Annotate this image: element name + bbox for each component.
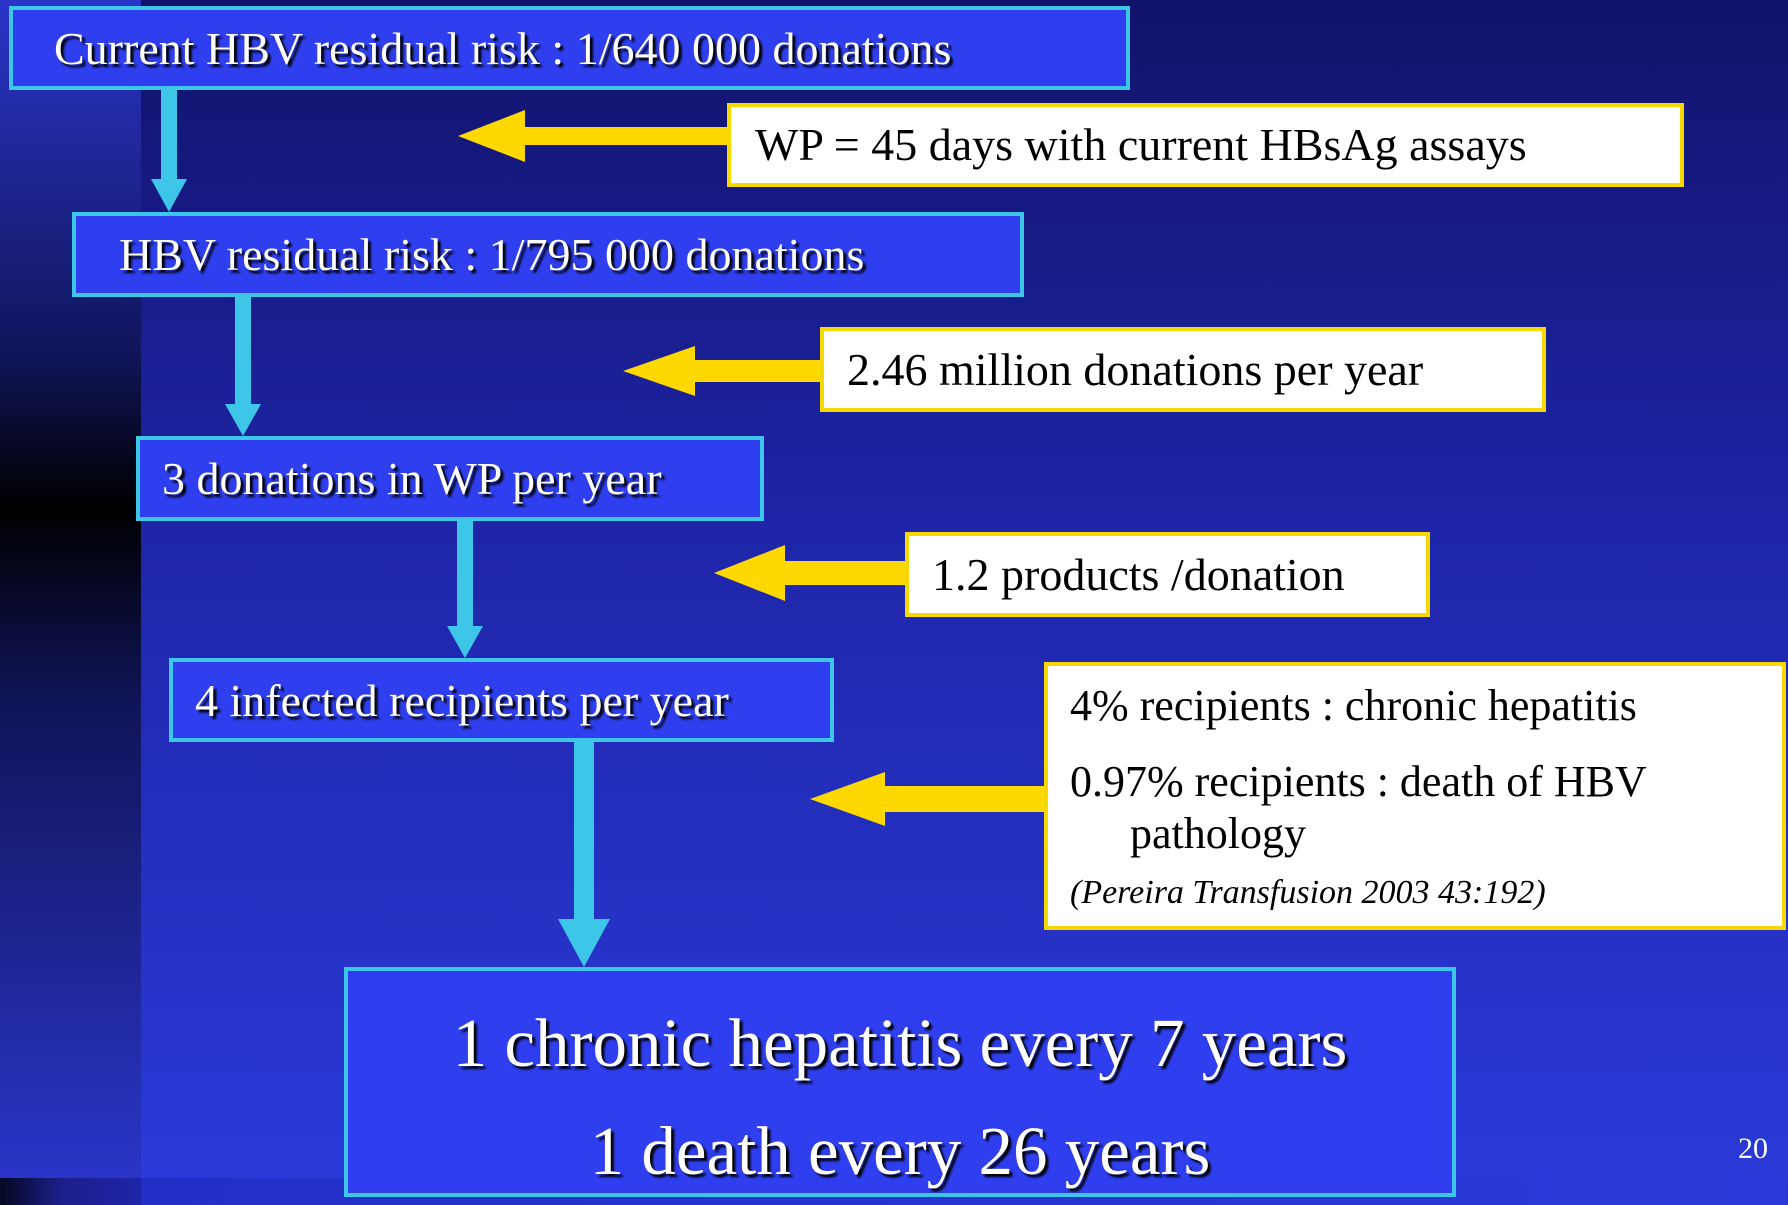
arrows bbox=[151, 89, 1045, 967]
factor-source: (Pereira Transfusion 2003 43:192) bbox=[1070, 874, 1546, 911]
factor-line: 0.97% recipients : death of HBV patholog… bbox=[1070, 757, 1646, 858]
factor-label: WP = 45 days with current HBsAg assays bbox=[755, 119, 1527, 170]
step-label: 3 donations in WP per year bbox=[162, 453, 662, 504]
step-box: HBV residual risk : 1/795 000 donations bbox=[72, 212, 1024, 297]
factor-box: 4% recipients : chronic hepatitis 0.97% … bbox=[1044, 662, 1786, 930]
factor-box: 1.2 products /donation bbox=[905, 532, 1430, 617]
page-number: 20 bbox=[1738, 1132, 1768, 1165]
flow-arrows bbox=[151, 89, 610, 967]
factor-box: 2.46 million donations per year bbox=[820, 327, 1546, 412]
step-box: 3 donations in WP per year bbox=[136, 436, 764, 521]
result-line: 1 chronic hepatitis every 7 years bbox=[452, 1005, 1348, 1081]
step-label: HBV residual risk : 1/795 000 donations bbox=[119, 229, 865, 280]
step-label: 4 infected recipients per year bbox=[195, 674, 729, 726]
result-box: 1 chronic hepatitis every 7 years 1 deat… bbox=[344, 967, 1456, 1197]
step-box: 4 infected recipients per year bbox=[169, 658, 834, 742]
factor-arrows bbox=[458, 110, 1045, 826]
left-band bbox=[0, 0, 141, 1178]
factor-label: 1.2 products /donation bbox=[932, 549, 1345, 600]
step-box: Current HBV residual risk : 1/640 000 do… bbox=[9, 6, 1130, 90]
result-line: 1 death every 26 years bbox=[589, 1113, 1211, 1189]
factor-box: WP = 45 days with current HBsAg assays bbox=[727, 103, 1684, 187]
factor-line: 4% recipients : chronic hepatitis bbox=[1070, 681, 1637, 730]
step-label: Current HBV residual risk : 1/640 000 do… bbox=[54, 22, 952, 74]
factor-label: 2.46 million donations per year bbox=[847, 344, 1424, 395]
